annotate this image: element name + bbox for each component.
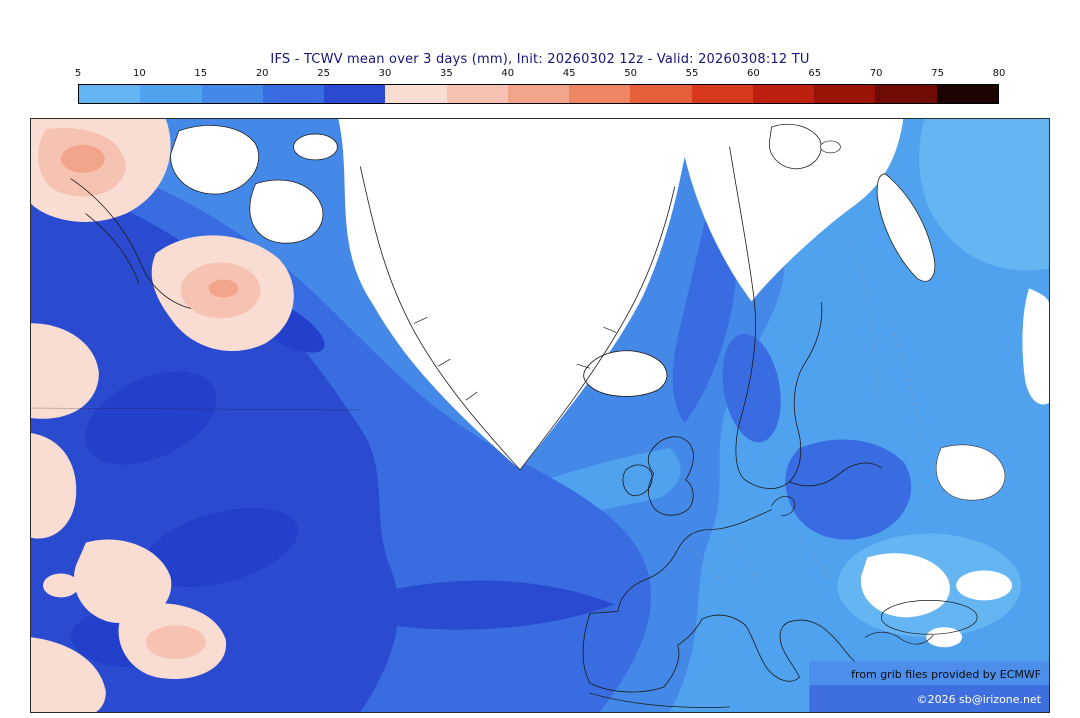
europe-coastline: [582, 509, 858, 693]
black-sea-coastline: [880, 600, 978, 635]
colorbar-segment: [262, 85, 325, 103]
colorbar-tick-row: 5 10 15 20 25 30 35 40 45 50 55 60 65 70 75 80: [74, 68, 1006, 81]
attribution: from grib files provided by ECMWF ©2026 …: [809, 661, 1049, 712]
colorbar-segment: [569, 85, 631, 103]
iceland-region: [583, 350, 668, 397]
greenland-fjords: [413, 316, 617, 401]
map-title: IFS - TCWV mean over 3 days (mm), Init: …: [270, 52, 810, 67]
attribution-copyright: ©2026 sb@irizone.net: [917, 693, 1042, 706]
weather-map-svg: from grib files provided by ECMWF ©2026 …: [31, 119, 1049, 712]
svalbard-region: [769, 123, 822, 170]
north-africa-coastline: [589, 692, 730, 708]
colorbar-tick-label: 65: [808, 68, 822, 79]
colorbar-segment: [140, 85, 202, 103]
arctic-island-icon: [293, 133, 338, 161]
colorbar-tick-label: 80: [992, 68, 1006, 79]
colorbar-segment: [752, 85, 815, 103]
colorbar: 5 10 15 20 25 30 35 40 45 50 55 60 65 70 75 80: [74, 68, 1006, 104]
map-canvas: from grib files provided by ECMWF ©2026 …: [30, 118, 1050, 713]
denmark-coastline: [771, 496, 796, 517]
colorbar-tick-label: 50: [624, 68, 637, 79]
coastlines: [31, 146, 978, 708]
colorbar-segment: [507, 85, 570, 103]
colorbar-segment: [814, 85, 876, 103]
colorbar-tick-label: 25: [317, 68, 330, 79]
colorbar-tick-label: 70: [869, 68, 883, 79]
colorbar-scale: [78, 84, 999, 104]
dry-region: [935, 444, 1006, 501]
uk-coastline: [647, 436, 694, 516]
colorbar-tick-label: 15: [194, 68, 208, 79]
colorbar-segment: [324, 85, 386, 103]
colorbar-segment: [875, 85, 937, 103]
greece-coastline: [865, 631, 934, 645]
map-dry-regions: [170, 119, 1049, 648]
colorbar-tick-label: 60: [747, 68, 760, 79]
colorbar-segment: [691, 85, 753, 103]
novaya-zemlya-region: [876, 173, 936, 282]
attribution-source: from grib files provided by ECMWF: [851, 668, 1041, 681]
colorbar-tick-label: 45: [562, 68, 576, 79]
colorbar-tick-label: 55: [685, 68, 699, 79]
greenland-coastline: [359, 166, 676, 471]
greenland-arctic-region: [338, 119, 904, 470]
labrador-coastline: [70, 178, 192, 309]
colorbar-tick-label: 30: [378, 68, 392, 79]
country-borders: [689, 238, 923, 598]
colorbar-segment: [630, 85, 692, 103]
latitude-gridline: [31, 407, 361, 411]
colorbar-segment: [201, 85, 263, 103]
colorbar-tick-label: 40: [501, 68, 515, 79]
baltic-coastline: [789, 462, 882, 487]
colorbar-segment: [385, 85, 447, 103]
colorbar-tick-label: 5: [74, 68, 82, 79]
colorbar-tick-label: 10: [133, 68, 146, 79]
dry-region: [860, 553, 950, 618]
colorbar-segment: [936, 85, 998, 103]
colorbar-segment: [446, 85, 508, 103]
dry-region: [956, 570, 1013, 601]
ireland-coastline: [622, 464, 653, 497]
arctic-island-icon: [170, 125, 260, 195]
dry-region: [1022, 288, 1049, 405]
colorbar-tick-label: 35: [440, 68, 453, 79]
scandinavia-coastline: [729, 146, 823, 489]
colorbar-tick-label: 75: [931, 68, 944, 79]
colorbar-tick-label: 20: [255, 68, 269, 79]
colorbar-segment: [79, 85, 141, 103]
svalbard-region: [820, 140, 841, 154]
arctic-island-icon: [249, 179, 324, 244]
